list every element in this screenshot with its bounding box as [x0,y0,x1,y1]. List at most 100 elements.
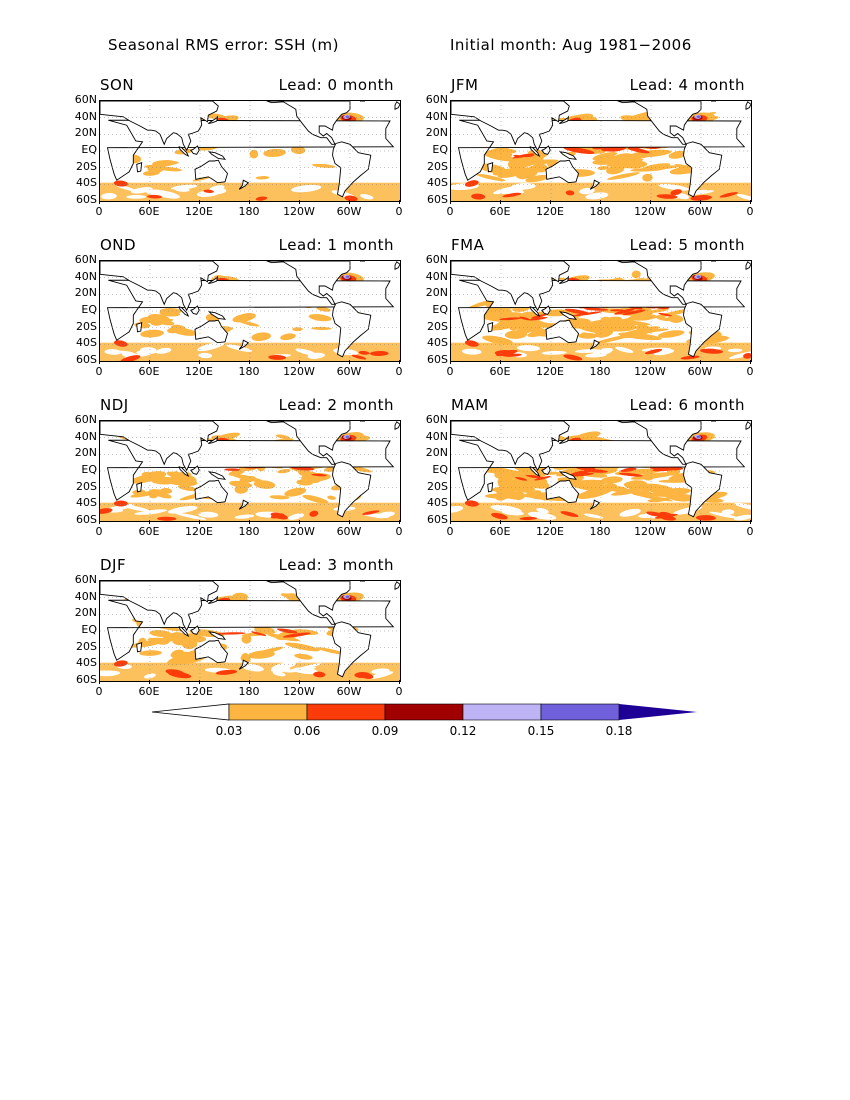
ssh-rms-map [451,101,751,201]
lon-tick-label: 0 [95,525,103,538]
colorbar-segment [540,703,620,721]
lon-tick-label: 180 [238,365,260,378]
panel-son: SON Lead: 0 month 60N 40N 20N EQ 20S 40S 60S 0 60E… [60,76,410,222]
lon-tick-mark [99,520,100,524]
lon-tick-mark [600,520,601,524]
lat-tick-label: 20S [76,639,97,653]
lat-tick-label: 40S [427,176,448,190]
panel-lead-label: Lead: 0 month [278,76,394,94]
lon-tick-label: 60W [336,365,362,378]
lon-tick-mark [99,360,100,364]
lon-tick-mark [500,200,501,204]
lon-tick-label: 180 [589,525,611,538]
lat-tick-label: 40N [74,429,97,443]
lon-tick-mark [750,360,751,364]
colorbar-label: 0.06 [293,724,321,738]
lat-tick-label: 60S [76,673,97,686]
lat-tick-label: EQ [81,143,97,156]
lat-tick-label: 60N [74,413,97,426]
lon-tick-mark [750,200,751,204]
lon-tick-label: 60W [687,205,713,218]
lon-tick-mark [750,520,751,524]
lon-tick-label: 120E [536,525,564,538]
lon-tick-label: 120E [185,365,213,378]
colorbar-segment [306,703,386,721]
lon-tick-mark [299,520,300,524]
map-plot-area [99,420,401,522]
ssh-rms-map [100,261,400,361]
lon-tick-label: 0 [746,205,754,218]
lat-tick-label: 60S [427,513,448,526]
lat-tick-label: 40N [74,589,97,603]
lon-tick-mark [450,360,451,364]
lon-tick-label: 0 [95,685,103,698]
lon-tick-label: 0 [446,205,454,218]
lat-tick-label: 60S [427,353,448,366]
lon-tick-mark [450,200,451,204]
colorbar-label: 0.12 [449,724,477,738]
lon-tick-label: 0 [446,365,454,378]
lat-tick-label: EQ [81,463,97,476]
lon-tick-mark [199,680,200,684]
panel-djf: DJF Lead: 3 month 60N 40N 20N EQ 20S 40S 60S 0 60E… [60,556,410,702]
lat-tick-label: 20S [427,319,448,333]
panel-season-label: JFM [451,76,479,94]
lon-tick-mark [600,200,601,204]
lon-tick-label: 0 [395,365,403,378]
lat-tick-label: 20N [74,126,97,140]
lat-tick-label: 60N [74,93,97,106]
lat-tick-label: 60N [74,253,97,266]
map-plot-area [99,580,401,682]
lat-tick-label: 40N [425,429,448,443]
colorbar-segment [619,704,697,720]
map-plot-area [99,260,401,362]
panel-season-label: FMA [451,236,485,254]
lon-tick-mark [399,520,400,524]
lon-tick-mark [450,520,451,524]
lon-tick-mark [299,200,300,204]
figure-title: Seasonal RMS error: SSH (m) [108,36,339,54]
lat-tick-label: 40N [425,269,448,283]
panel-lead-label: Lead: 3 month [278,556,394,574]
lon-tick-mark [349,520,350,524]
lon-tick-label: 180 [589,205,611,218]
lat-tick-label: 20S [76,319,97,333]
lat-tick-label: 40S [427,336,448,350]
lon-tick-mark [249,200,250,204]
lon-tick-label: 120W [283,365,315,378]
lat-tick-label: EQ [432,143,448,156]
lat-tick-label: 20N [74,446,97,460]
lat-tick-label: 60S [76,513,97,526]
lon-tick-label: 60E [138,525,160,538]
lon-tick-label: 0 [746,365,754,378]
lat-tick-label: 60N [425,93,448,106]
lon-tick-label: 120E [185,205,213,218]
lat-tick-label: 60N [425,413,448,426]
lon-tick-mark [550,200,551,204]
lon-tick-label: 120W [634,525,666,538]
lon-tick-mark [249,680,250,684]
lat-tick-label: EQ [81,623,97,636]
lon-tick-mark [700,200,701,204]
panel-mam: MAM Lead: 6 month 60N 40N 20N EQ 20S 40S 60S 0 60E… [411,396,761,542]
lat-tick-label: 40S [76,656,97,670]
lon-tick-mark [299,680,300,684]
colorbar-segment [151,703,230,721]
ssh-rms-map [100,101,400,201]
lon-tick-label: 60W [687,525,713,538]
lon-tick-label: 60E [489,205,511,218]
lon-tick-label: 0 [395,205,403,218]
lon-tick-mark [550,360,551,364]
lon-tick-label: 0 [95,365,103,378]
lon-tick-label: 0 [446,525,454,538]
panel-lead-label: Lead: 2 month [278,396,394,414]
lon-tick-mark [600,360,601,364]
lon-tick-label: 120W [283,525,315,538]
lat-tick-label: 40N [74,269,97,283]
panel-season-label: SON [100,76,135,94]
lon-tick-mark [149,360,150,364]
lat-tick-label: 40S [427,496,448,510]
lat-tick-label: 40S [76,176,97,190]
lon-tick-label: 180 [238,685,260,698]
lon-tick-mark [650,360,651,364]
